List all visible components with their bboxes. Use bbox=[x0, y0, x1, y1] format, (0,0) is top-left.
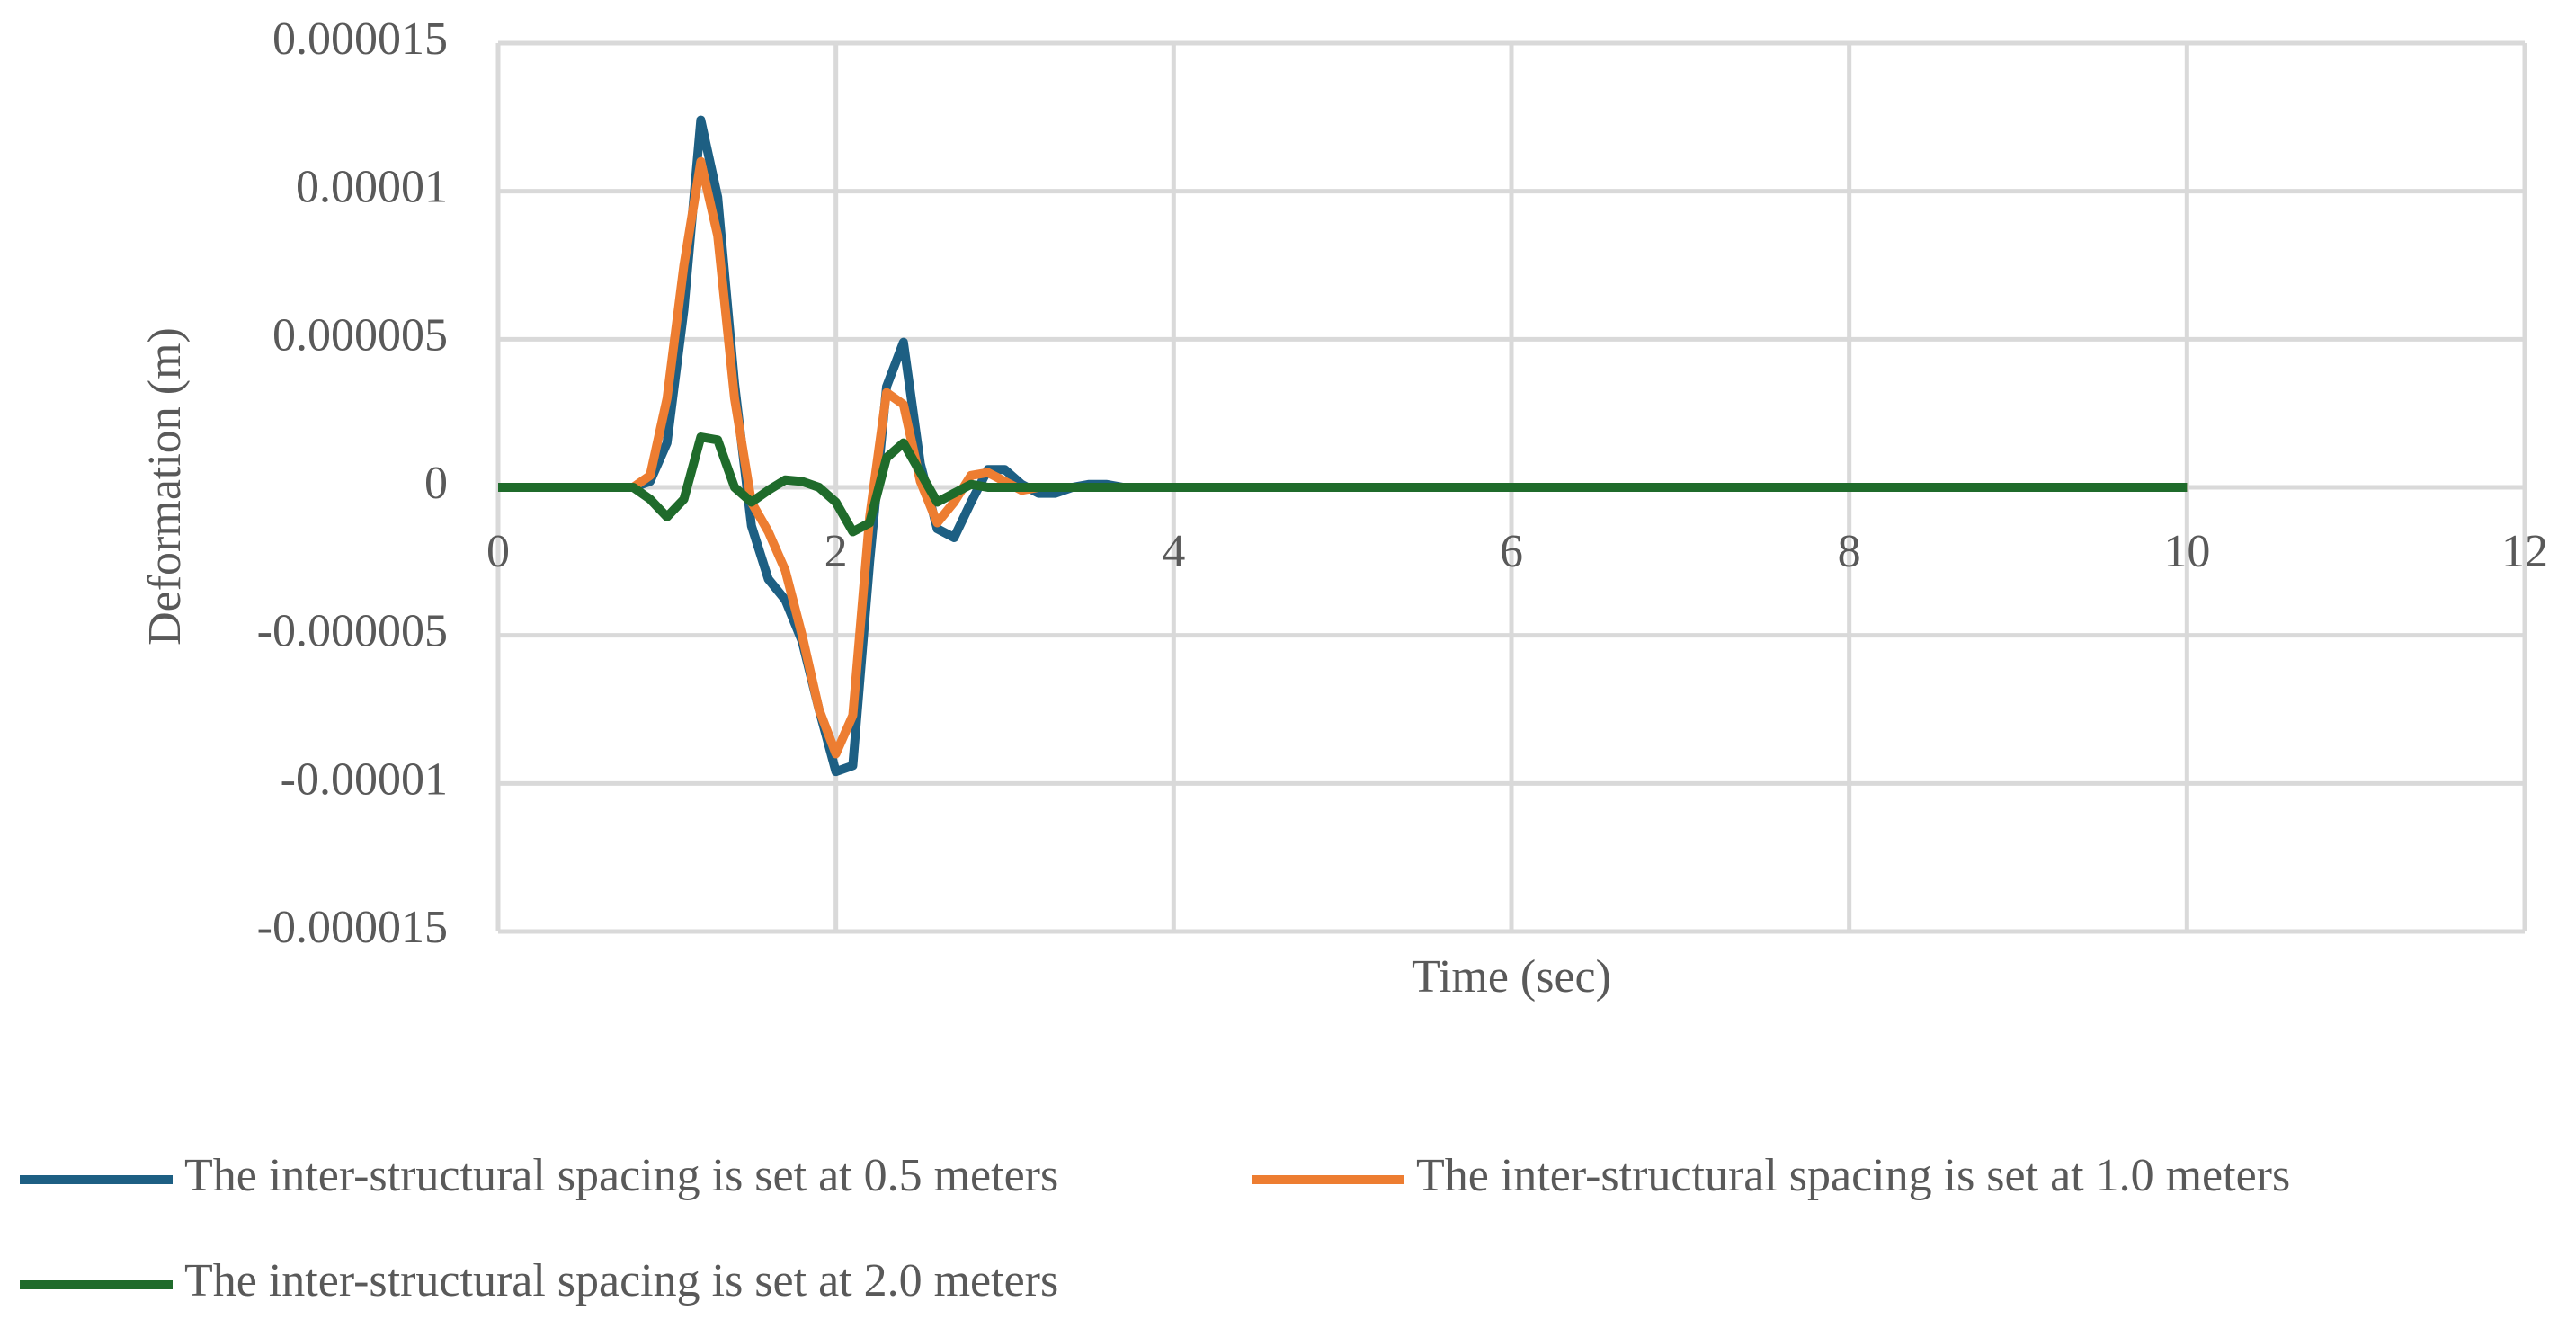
x-axis-title: Time (sec) bbox=[1412, 951, 1611, 1003]
y-tick-label: -0.000005 bbox=[257, 606, 448, 657]
x-tick-label: 12 bbox=[2501, 526, 2548, 577]
y-tick-label: -0.00001 bbox=[281, 753, 448, 805]
series-line bbox=[498, 156, 2188, 759]
x-tick-label: 4 bbox=[1162, 526, 1185, 577]
y-tick-label: 0.000005 bbox=[272, 309, 448, 361]
x-tick-label: 8 bbox=[1838, 526, 1861, 577]
x-tick-label: 2 bbox=[824, 526, 848, 577]
legend-label: The inter-structural spacing is set at 2… bbox=[184, 1255, 1058, 1306]
series-line bbox=[498, 115, 2188, 777]
y-tick-label: -0.000015 bbox=[257, 902, 448, 953]
y-tick-label: 0.000015 bbox=[272, 13, 448, 65]
legend-label: The inter-structural spacing is set at 1… bbox=[1416, 1150, 2290, 1201]
legend-label: The inter-structural spacing is set at 0… bbox=[184, 1150, 1058, 1201]
series-line bbox=[498, 432, 2188, 537]
x-tick-label: 6 bbox=[1500, 526, 1523, 577]
y-tick-label: 0 bbox=[424, 458, 448, 509]
y-tick-label: 0.00001 bbox=[296, 162, 448, 213]
x-tick-label: 0 bbox=[486, 526, 510, 577]
y-axis-title: Deformation (m) bbox=[139, 327, 191, 646]
x-tick-label: 10 bbox=[2163, 526, 2210, 577]
